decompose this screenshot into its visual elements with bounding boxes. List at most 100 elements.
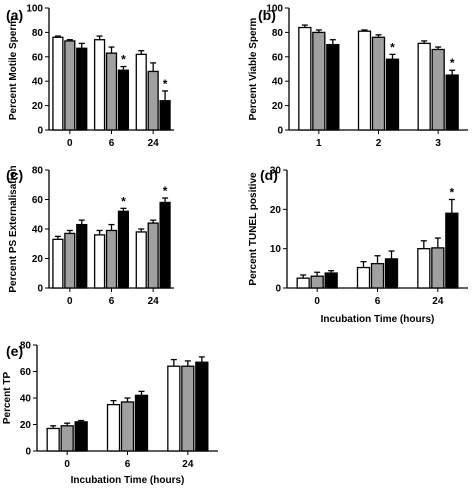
panel-label: (b) [258,7,276,23]
y-tick-label: 0 [37,126,43,137]
bar [312,31,326,131]
y-tick-label: 60 [32,52,44,63]
panel-c: (c) 0 20 40 60 80 Percent PS Externalisation 0 6… [6,165,174,307]
bar [60,425,74,452]
panel-label: (d) [260,167,278,183]
y-axis-label: Percent TUNEL positive [248,172,259,286]
bar [384,258,399,289]
bar [105,52,118,131]
panel-d: (d) 0 10 20 30 Percent TUNEL positive 0 6 24 * Inc… [248,166,468,325]
y-axis-label: Percent Viable Sperm [248,18,259,121]
bar [46,427,60,452]
x-tick-label: 1 [316,138,322,149]
x-axis-label: Incubation Time (hours) [321,314,435,325]
y-tick-label: 60 [20,367,32,378]
y-tick-label: 100 [26,4,43,15]
bar [167,365,181,452]
significance-marker: * [449,186,454,200]
y-tick-label: 80 [20,341,32,352]
x-tick-label: 0 [67,138,73,149]
y-tick-label: 80 [32,28,44,39]
y-tick-label: 30 [270,166,282,177]
significance-marker: * [163,77,168,91]
y-tick-label: 10 [270,244,282,255]
bar [385,58,400,131]
x-tick-label: 24 [182,459,194,470]
y-tick-label: 60 [32,195,44,206]
x-tick-label: 0 [67,296,73,307]
x-axis-label: Incubation Time (hours) [71,475,185,486]
y-tick-label: 20 [272,101,284,112]
x-tick-label: 3 [435,138,441,149]
x-tick-label: 6 [109,296,115,307]
x-tick-label: 0 [314,296,320,307]
bar [310,275,324,289]
bar [64,232,76,289]
bar [52,238,64,289]
bar [431,48,445,131]
panel-label: (e) [6,343,23,359]
bar [52,36,64,131]
bar [195,361,209,452]
bar [93,234,106,289]
y-tick-label: 20 [20,420,32,431]
bar [134,394,149,452]
panel-e: (e) 0 20 40 60 80 Percent TP 0 6 24 Incubation Tim… [2,341,218,486]
bar [357,30,372,131]
bar [93,39,106,131]
significance-marker: * [121,53,126,67]
y-tick-label: 0 [37,284,43,295]
y-tick-label: 40 [272,77,284,88]
bar [135,231,147,289]
y-tick-label: 100 [266,4,283,15]
bar [135,53,147,131]
y-axis-label: Percent Motile Sperm [8,18,19,120]
bar [326,43,340,131]
bar [296,277,310,289]
bar [298,26,312,131]
panel-a: (a) 0 20 40 60 80 100 Percent Motile Sperm 0 6 24 *… [6,4,174,149]
bar [159,100,171,131]
panel-label: (a) [6,7,23,23]
y-tick-label: 40 [32,225,44,236]
bar [371,36,386,131]
x-tick-label: 2 [376,138,382,149]
y-tick-label: 80 [32,166,44,177]
y-tick-label: 0 [275,284,281,295]
y-tick-label: 0 [25,447,31,458]
panel-b: (b) 0 20 40 60 80 100 Percent Viable Sperm 1 2 3 * * [248,4,468,149]
bar [64,40,76,131]
bar [74,421,88,452]
x-tick-label: 24 [432,296,444,307]
panel-label: (c) [6,167,23,183]
bar [159,201,171,289]
y-tick-label: 20 [32,101,44,112]
bar [431,247,445,289]
y-axis-label: Percent PS Externalisation [8,165,19,292]
bar [147,70,159,131]
bar [147,222,159,289]
y-tick-label: 0 [277,126,283,137]
bar [445,212,459,289]
bar [445,74,459,131]
y-tick-label: 40 [20,394,32,405]
bar [76,47,88,131]
bar [370,262,385,289]
x-tick-label: 6 [375,296,381,307]
bar [324,272,338,289]
y-tick-label: 60 [272,52,284,63]
x-tick-label: 24 [148,296,160,307]
y-tick-label: 20 [32,254,44,265]
bar [76,223,88,289]
y-axis-label: Percent TP [2,372,13,425]
bar [106,403,121,452]
significance-marker: * [450,56,455,70]
significance-marker: * [121,194,126,208]
bar [117,210,130,289]
x-tick-label: 6 [125,459,131,470]
y-tick-label: 20 [270,205,282,216]
x-tick-label: 6 [109,138,115,149]
bar [356,266,371,289]
